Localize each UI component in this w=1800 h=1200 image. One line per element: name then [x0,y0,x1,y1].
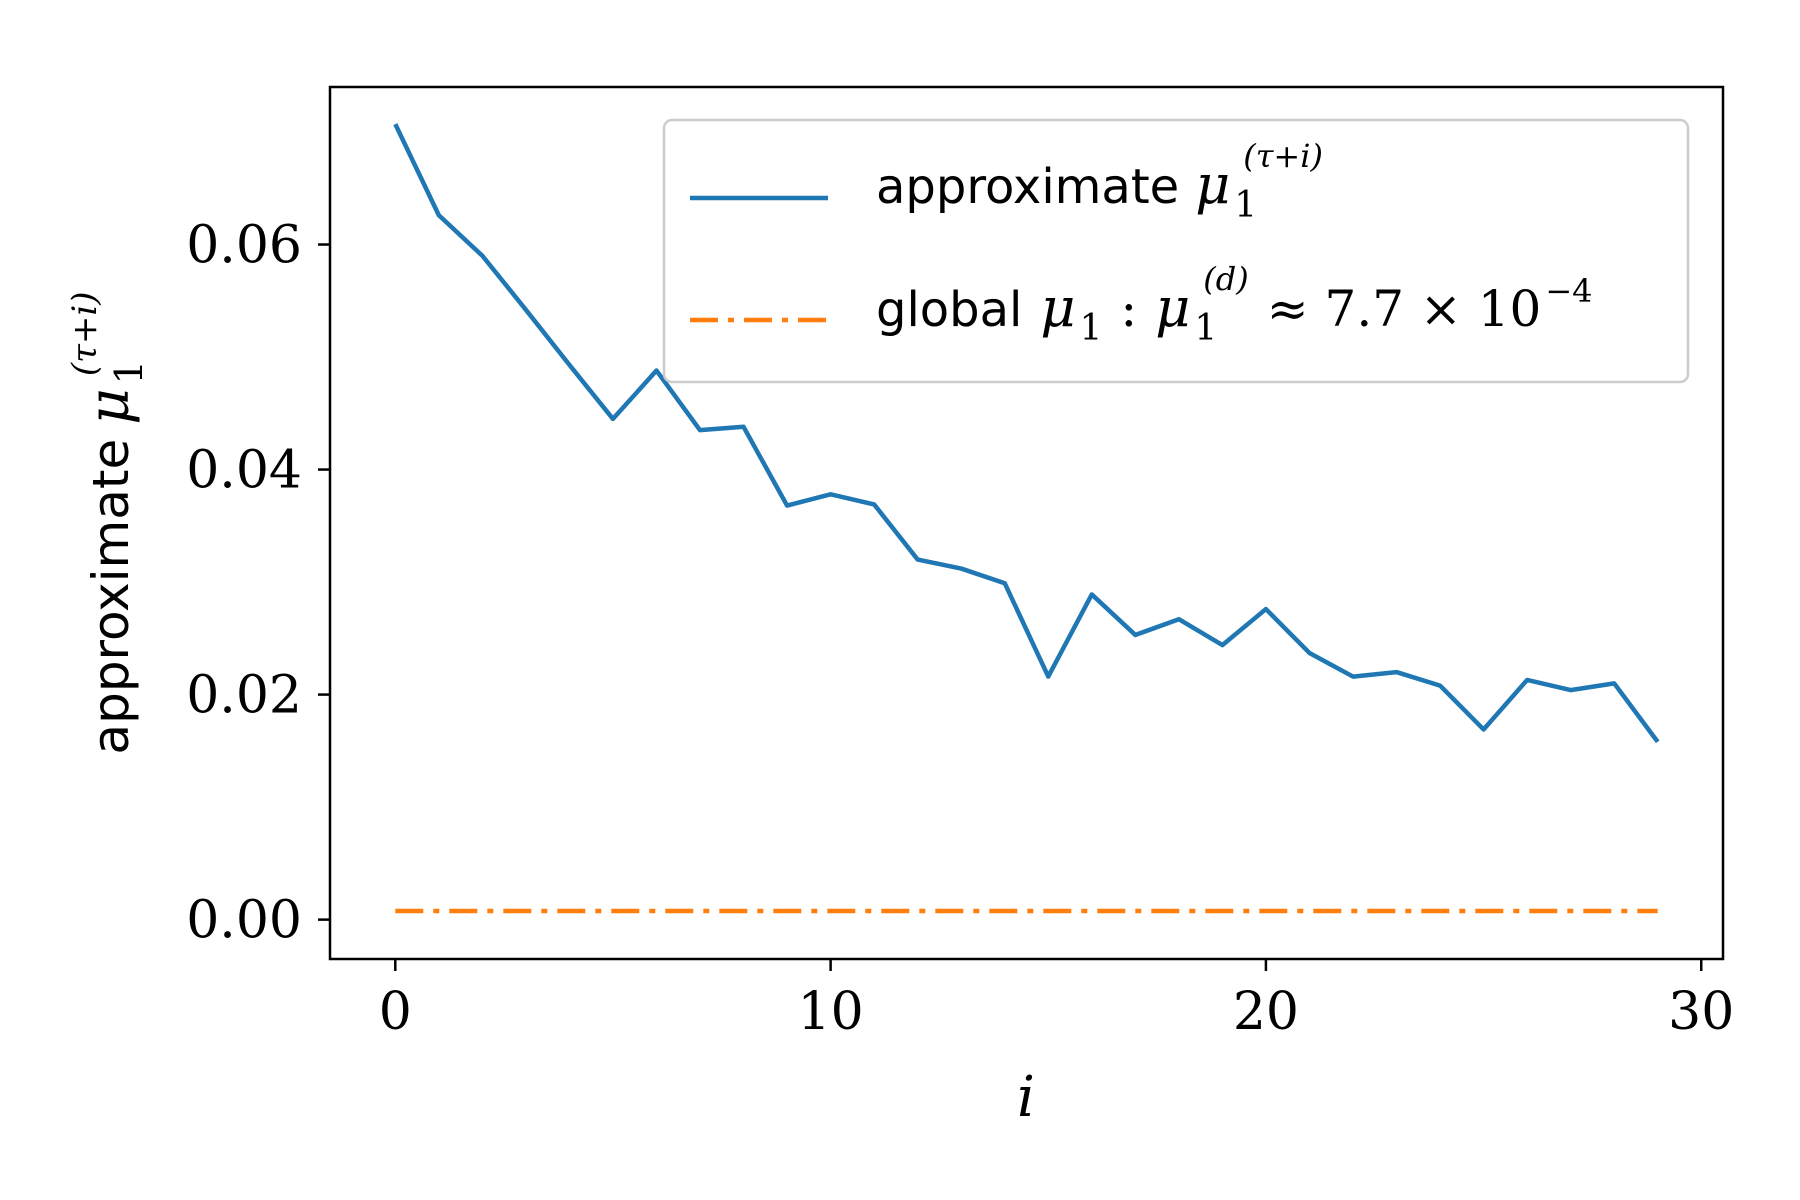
series-layer [393,123,1660,914]
y-axis-title-text: approximate [82,439,140,755]
x-tick-label: 30 [1668,982,1734,1042]
legend-box [662,118,1690,384]
y-axis-title: approximate μ 1 (τ+i) [65,291,151,754]
x-axis-title: i [1017,1065,1035,1130]
y-axis-title-superscript: (τ+i) [65,291,105,376]
legend-label-global: global μ 1 : μ 1 (d) ≈ 7.7 × 10 −4 [876,260,1593,349]
y-tick-label: 0.02 [186,666,302,726]
x-tick-label: 20 [1233,982,1299,1042]
series-line-0 [393,123,1660,744]
y-tick-label: 0.00 [186,891,302,951]
y-axis-title-symbol: μ [77,388,142,424]
y-axis-title-subscript: 1 [107,360,151,384]
x-tick-label: 0 [379,982,412,1042]
y-tick-label: 0.06 [186,216,302,276]
legend-label-approximate: approximate μ 1 (τ+i) [876,137,1323,226]
y-axis: 0.00 0.02 0.04 0.06 [186,216,330,951]
plot-area-frame [328,85,1725,961]
x-axis: 0 10 20 30 [379,959,1734,1042]
svg-text:approximate μ 1: approximate μ 1 (τ+i) [65,291,151,754]
x-tick-label: 10 [798,982,864,1042]
y-tick-label: 0.04 [186,441,302,501]
legend: approximate μ 1 (τ+i) global μ 1 : μ 1 (… [662,118,1690,384]
